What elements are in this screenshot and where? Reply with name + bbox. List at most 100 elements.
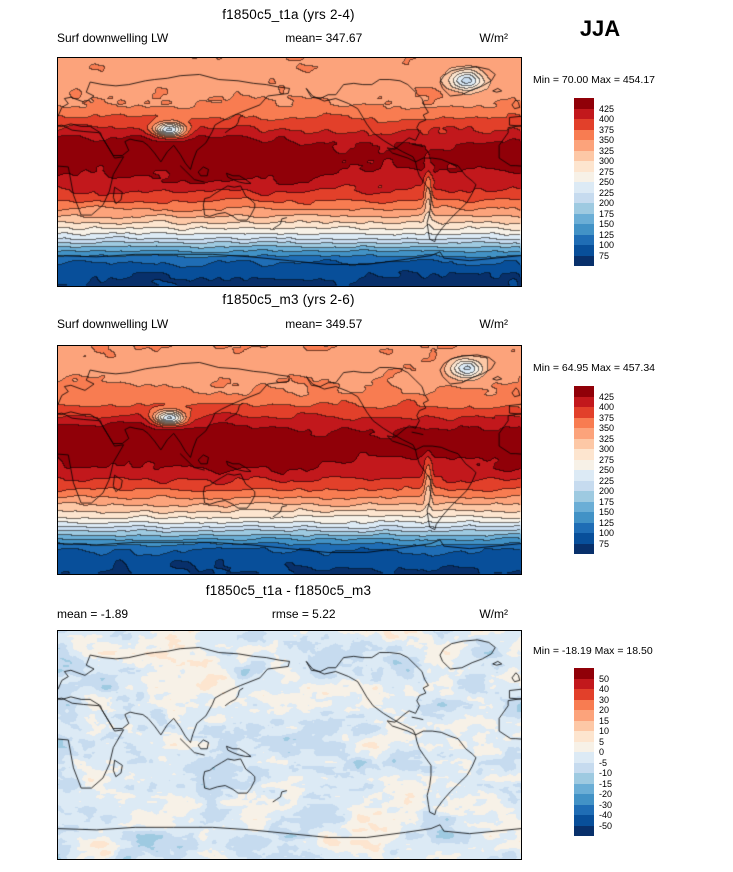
colorbar-cell [574, 522, 594, 533]
colorbar-cell [574, 98, 594, 109]
colorbar-cell [574, 794, 594, 805]
panel-2-title: f1850c5_m3 (yrs 2-6) [222, 292, 355, 307]
colorbar-cell [574, 678, 594, 689]
colorbar-cell [574, 815, 594, 826]
colorbar-cell [574, 182, 594, 193]
colorbar-cell [574, 689, 594, 700]
colorbar-cell [574, 533, 594, 544]
colorbar-cell [574, 161, 594, 172]
colorbar-tick-label: 250 [599, 465, 615, 475]
colorbar-2: 425 400 375 350 325 300 275 250 225 200 175 150 125 1… [574, 386, 634, 554]
panel-3-subrow: mean = -1.89 rmse = 5.22 W/m² [57, 607, 520, 621]
colorbar-tick-label: 175 [599, 208, 615, 219]
minmax-label: Min = 70.00 Max = 454.17 [533, 74, 655, 86]
colorbar-tick-label: 425 [599, 391, 615, 402]
colorbar-tick-label: 175 [599, 496, 615, 507]
colorbar-1: 425 400 375 350 325 300 275 250 225 200 175 150 125 1… [574, 98, 634, 266]
colorbar-tick-label: 325 [599, 145, 615, 156]
colorbar-tick-label: 375 [599, 124, 615, 135]
panel-1-title: f1850c5_t1a (yrs 2-4) [222, 7, 355, 22]
colorbar-tick-label: 225 [599, 475, 615, 486]
colorbar-cell [574, 108, 594, 119]
colorbar-cell [574, 804, 594, 815]
season-label: JJA [579, 16, 621, 41]
colorbar-cell [574, 449, 594, 460]
colorbar-tick-label: 75 [599, 250, 610, 261]
colorbar-tick-label: -15 [599, 778, 613, 789]
colorbar-cell [574, 428, 594, 439]
colorbar-tick-label: 275 [599, 454, 615, 465]
minmax-label: Min = -18.19 Max = 18.50 [533, 645, 653, 657]
colorbar-tick-label: 125 [599, 517, 615, 528]
colorbar-tick-label: 150 [599, 507, 615, 517]
colorbar-cell [574, 119, 594, 130]
colorbar-tick-label: -40 [599, 810, 613, 820]
colorbar-tick-label: 350 [599, 423, 615, 433]
colorbar-tick-label: -10 [599, 768, 613, 778]
colorbar-cell [574, 480, 594, 491]
colorbar-tick-label: 20 [599, 705, 610, 715]
colorbar-cell [574, 825, 594, 836]
colorbar-swatches [574, 668, 594, 836]
colorbar-tick-label: 400 [599, 402, 615, 412]
colorbar-tick-label: 425 [599, 103, 615, 114]
colorbar-cell [574, 234, 594, 245]
colorbar-tick-label: 375 [599, 412, 615, 423]
colorbar-cell [574, 470, 594, 481]
variable-label: Surf downwelling LW [57, 317, 169, 331]
colorbar-tick-label: 10 [599, 726, 610, 736]
colorbar-cell [574, 150, 594, 161]
colorbar-tick-label: 300 [599, 444, 615, 454]
colorbar-tick-label: -50 [599, 820, 613, 831]
colorbar-tick-label: 75 [599, 538, 610, 549]
mean-label: mean= 349.57 [285, 317, 363, 331]
mean-label: mean= 347.67 [285, 31, 363, 45]
colorbar-tick-label: 15 [599, 715, 610, 726]
colorbar-cell [574, 417, 594, 428]
colorbar-tick-label: -5 [599, 757, 608, 768]
panel-3-title: f1850c5_t1a - f1850c5_m3 [205, 583, 372, 598]
colorbar-cell [574, 255, 594, 266]
colorbar-tick-label: 50 [599, 673, 610, 684]
colorbar-cell [574, 438, 594, 449]
colorbar-tick-label: 275 [599, 166, 615, 177]
rmse-label: rmse = 5.22 [271, 607, 336, 621]
colorbar-swatches [574, 98, 594, 266]
colorbar-tick-label: 400 [599, 114, 615, 124]
colorbar-tick-label: 30 [599, 694, 610, 705]
colorbar-tick-label: 350 [599, 135, 615, 145]
mean-label: mean = -1.89 [57, 607, 129, 621]
unit-label: W/m² [479, 317, 508, 331]
map-canvas-3 [57, 630, 522, 860]
colorbar-tick-label: 5 [599, 736, 605, 747]
colorbar-cell [574, 192, 594, 203]
colorbar-cell [574, 668, 594, 679]
map-canvas-1 [57, 57, 522, 287]
map-canvas-2 [57, 345, 522, 575]
colorbar-cell [574, 783, 594, 794]
panel-2-subrow: Surf downwelling LW mean= 349.57 W/m² [57, 317, 520, 331]
colorbar-3: 50 40 30 20 15 10 5 0 -5 -10 -15 -20 -30 -40 -50 [574, 668, 634, 836]
colorbar-tick-label: 100 [599, 240, 615, 250]
colorbar-cell [574, 129, 594, 140]
colorbar-cell [574, 171, 594, 182]
colorbar-tick-label: 300 [599, 156, 615, 166]
colorbar-cell [574, 203, 594, 214]
colorbar-cell [574, 699, 594, 710]
colorbar-cell [574, 501, 594, 512]
colorbar-cell [574, 710, 594, 721]
colorbar-cell [574, 386, 594, 397]
variable-label: Surf downwelling LW [57, 31, 169, 45]
colorbar-cell [574, 459, 594, 470]
colorbar-tick-label: 200 [599, 198, 615, 208]
colorbar-tick-label: 250 [599, 177, 615, 187]
colorbar-cell [574, 731, 594, 742]
colorbar-cell [574, 762, 594, 773]
colorbar-tick-label: -20 [599, 789, 613, 799]
colorbar-cell [574, 512, 594, 523]
colorbar-swatches [574, 386, 594, 554]
panel-1-subrow: Surf downwelling LW mean= 347.67 W/m² [57, 31, 520, 45]
colorbar-cell [574, 543, 594, 554]
colorbar-cell [574, 213, 594, 224]
